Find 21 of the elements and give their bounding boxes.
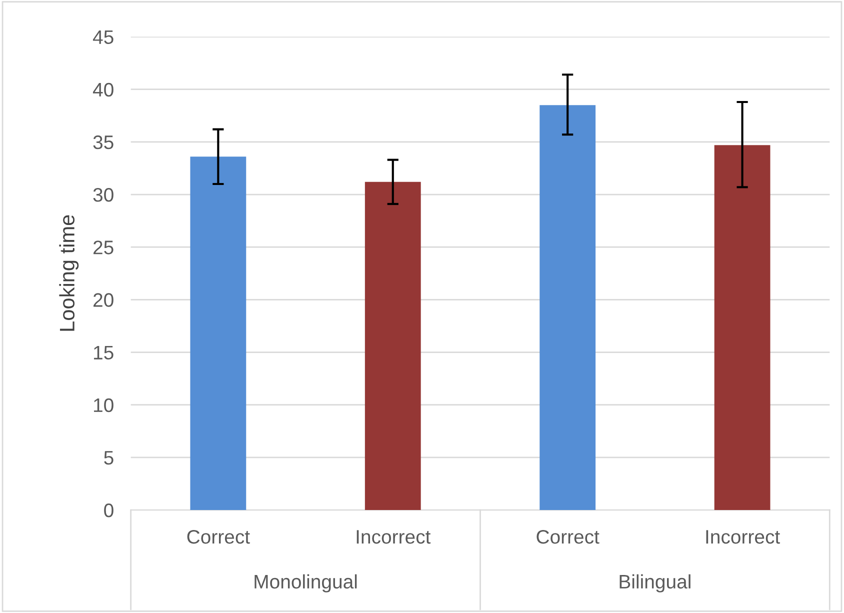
y-tick-label: 20 — [94, 293, 114, 307]
bar — [540, 105, 596, 510]
y-tick-label: 25 — [94, 240, 114, 254]
y-tick-label: 5 — [104, 451, 114, 465]
y-tick-label: 30 — [93, 188, 114, 202]
y-tick-label: 40 — [92, 82, 114, 97]
bar — [364, 182, 421, 510]
y-tick-label: 0 — [104, 503, 114, 518]
text: Monolingual — [254, 574, 357, 592]
x-tick-label: Correct — [187, 530, 250, 544]
x-tick-label: Incorrect — [706, 530, 780, 544]
y-tick-label: 35 — [93, 135, 114, 150]
y-tick-label: 15 — [94, 346, 114, 360]
text: Bilingual — [620, 574, 690, 592]
bar — [714, 145, 770, 510]
x-tick-label: Correct — [536, 530, 600, 544]
y-tick-label: 45 — [92, 30, 114, 44]
x-tick-label: Incorrect — [356, 530, 431, 544]
bar — [190, 156, 246, 510]
y-axis-title: Looking time — [59, 215, 79, 331]
y-tick-label: 10 — [94, 398, 114, 412]
